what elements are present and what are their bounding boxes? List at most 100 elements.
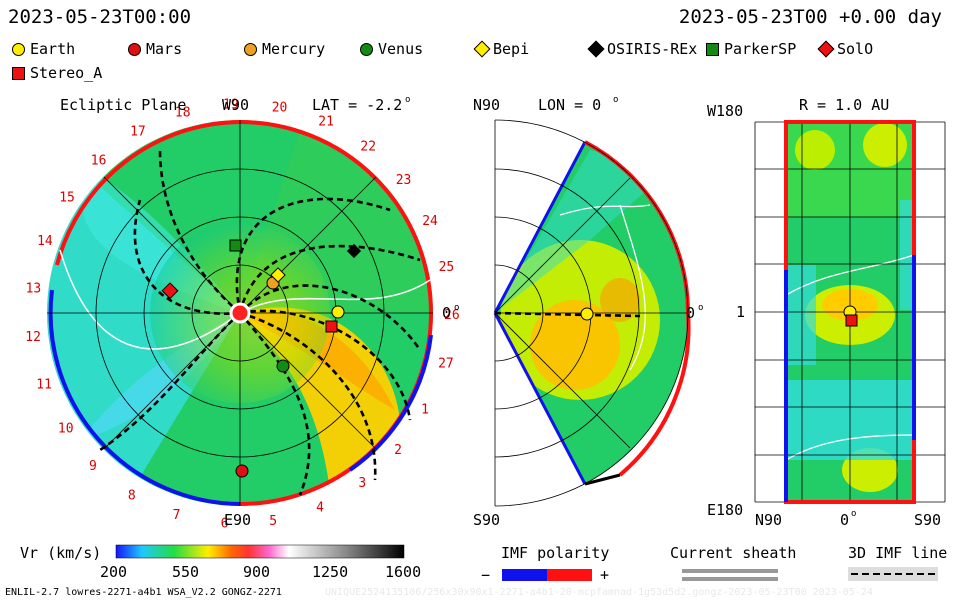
meridional-right-deg: o <box>698 303 703 313</box>
rotation-label: 7 <box>173 508 181 523</box>
legend-item-mars: Mars <box>128 40 182 58</box>
circle-marker-icon <box>244 42 257 56</box>
ecliptic-title: Ecliptic Plane <box>60 96 186 114</box>
rotation-label: 8 <box>128 488 136 503</box>
meridional-lon: LON = 0 <box>538 96 601 114</box>
radial-x-left: N90 <box>755 511 782 529</box>
rotation-label: 2 <box>394 443 402 458</box>
legend-item-mercury: Mercury <box>244 40 325 58</box>
radial-r: R = 1.0 AU <box>799 96 889 114</box>
ecliptic-bottom: E90 <box>224 511 251 529</box>
stereo-a-marker <box>325 320 338 333</box>
radial-bottom: E180 <box>707 501 743 519</box>
footer-right: UNIQUE2524135106/256x30x90x1-2271-a4b1-2… <box>325 587 873 598</box>
legend-label: OSIRIS-REx <box>607 40 698 58</box>
radial-x-right: S90 <box>914 511 941 529</box>
rotation-label: 24 <box>422 214 438 229</box>
rotation-label: 22 <box>360 139 376 154</box>
rotation-label: 25 <box>439 260 455 275</box>
meridional-chart: N90 LON = 0 o S90 0 o <box>473 95 703 529</box>
colorbar-tick-200: 200 <box>100 563 128 581</box>
legend-label: SolO <box>837 40 874 58</box>
ecliptic-lat: LAT = -2.2 <box>312 96 402 114</box>
rotation-label: 23 <box>396 173 412 188</box>
meridional-top: N90 <box>473 96 500 114</box>
radial-mid: 1 <box>736 303 745 321</box>
solo-marker <box>161 282 179 300</box>
diamond-marker-icon <box>473 40 491 58</box>
rotation-label: 21 <box>318 115 334 130</box>
radial-chart: W180 R = 1.0 AU 1 E180 N90 0 o S90 <box>707 96 946 529</box>
rotation-label: 12 <box>25 330 41 345</box>
circle-marker-icon <box>128 42 141 56</box>
rotation-label: 19 <box>223 97 239 112</box>
legend-item-stereo-a: Stereo_A <box>12 64 102 82</box>
time-left: 2023-05-23T00:00 <box>8 6 192 28</box>
legend-label: Mercury <box>262 40 326 58</box>
current-sheath-line-1 <box>682 569 778 573</box>
colorbar-tick-1250: 1250 <box>312 563 349 581</box>
ecliptic-lat-deg: o <box>405 95 410 105</box>
ecliptic-right: 0 <box>442 304 451 322</box>
colorbar-label: Vr (km/s) <box>20 544 102 562</box>
colorbar-tick-1600: 1600 <box>385 563 422 581</box>
bepi-marker <box>270 267 286 283</box>
circle-marker-icon <box>12 42 25 56</box>
venus-marker <box>276 359 290 373</box>
imf-polarity-label: IMF polarity <box>501 544 610 562</box>
rotation-label: 3 <box>358 476 366 491</box>
colorbar-tick-900: 900 <box>243 563 271 581</box>
legend-label: Stereo_A <box>30 64 103 82</box>
rotation-label: 15 <box>59 191 75 206</box>
imf-positive-swatch <box>547 569 592 581</box>
rotation-label: 5 <box>269 514 277 529</box>
rotation-label: 18 <box>175 106 191 121</box>
rotation-label: 16 <box>91 153 107 168</box>
diamond-marker-icon <box>817 40 835 58</box>
imf-plus: + <box>600 566 610 584</box>
rotation-label: 9 <box>89 459 97 474</box>
ecliptic-plane-chart: 19 20212223242526271234567891011121314151… <box>25 95 460 530</box>
rotation-label: 27 <box>438 357 454 372</box>
imf3d-label: 3D IMF line <box>848 544 948 562</box>
rotation-label: 6 <box>221 517 229 530</box>
legend-item-bepi: Bepi <box>473 40 530 58</box>
meridional-bottom: S90 <box>473 511 500 529</box>
mars-marker <box>235 464 249 478</box>
legend-label: ParkerSP <box>724 40 797 58</box>
legend-label: Mars <box>146 40 183 58</box>
earth-marker <box>331 305 345 319</box>
radial-top: W180 <box>707 102 743 120</box>
rotation-label: 13 <box>26 281 42 296</box>
rotation-label: 17 <box>130 125 146 140</box>
rotation-label: 4 <box>316 500 324 515</box>
rotation-label: 1 <box>421 402 429 417</box>
colorbar-tick-550: 550 <box>172 563 200 581</box>
rotation-label: 10 <box>58 421 74 436</box>
diamond-marker-icon <box>587 40 605 58</box>
time-right: 2023-05-23T00 +0.00 day <box>678 6 942 28</box>
ecliptic-top: W90 <box>222 96 249 114</box>
rotation-label: 14 <box>37 234 53 249</box>
footer-left: ENLIL-2.7 lowres-2271-a4b1 WSA_V2.2 GONG… <box>5 587 282 598</box>
legend-item-parkersp: ParkerSP <box>706 40 796 58</box>
legend-label: Earth <box>30 40 76 58</box>
legend-item-solo: SolO <box>817 40 874 58</box>
square-marker-icon <box>12 66 25 80</box>
circle-marker-icon <box>360 42 373 56</box>
radial-x-mid: 0 <box>840 511 849 529</box>
rotation-label: 26 <box>444 308 460 323</box>
legend-item-venus: Venus <box>360 40 423 58</box>
legend-item-earth: Earth <box>12 40 75 58</box>
legend-label: Venus <box>378 40 424 58</box>
imf3d-swatch <box>848 567 938 581</box>
meridional-right: 0 <box>686 304 695 322</box>
colorbar <box>115 544 405 559</box>
imf-negative-swatch <box>502 569 547 581</box>
current-sheath-label: Current sheath <box>670 544 797 562</box>
legend-label: Bepi <box>493 40 530 58</box>
rotation-label: 11 <box>36 378 52 393</box>
ecliptic-right-deg: o <box>454 303 459 313</box>
legend-item-osiris-rex: OSIRIS-REx <box>587 40 698 58</box>
square-marker-icon <box>706 42 719 56</box>
